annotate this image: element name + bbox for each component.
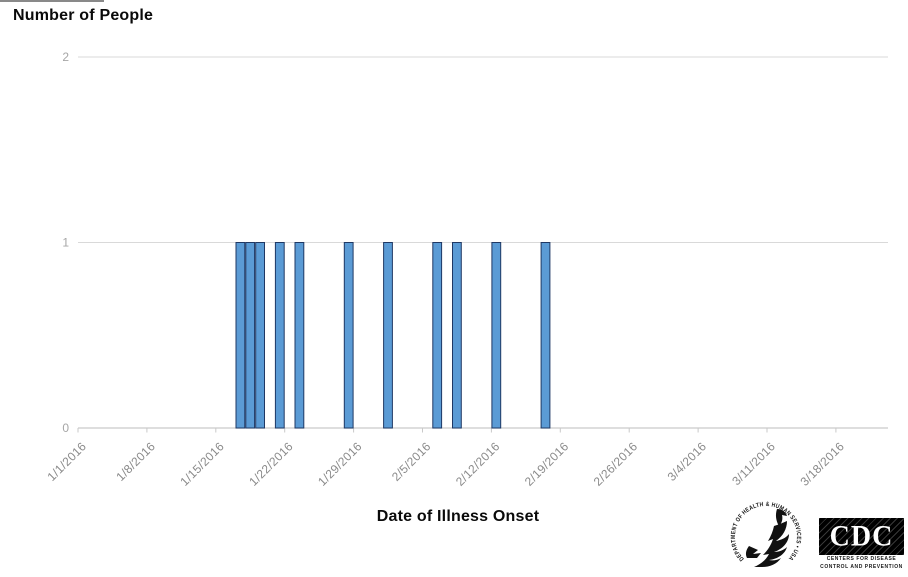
- bar[interactable]: [432, 242, 443, 429]
- x-tick-label: 3/11/2016: [729, 439, 778, 488]
- bar[interactable]: [255, 242, 265, 429]
- x-tick-label: 2/5/2016: [389, 439, 434, 484]
- y-axis-title: Number of People: [13, 7, 154, 24]
- x-axis-title: Date of Illness Onset: [376, 508, 540, 525]
- bar[interactable]: [294, 242, 305, 429]
- hhs-logo-svg: DEPARTMENT OF HEALTH & HUMAN SERVICES • …: [730, 501, 802, 567]
- bar[interactable]: [383, 242, 393, 429]
- cdc-acronym: CDC: [829, 519, 894, 553]
- bar[interactable]: [274, 242, 285, 429]
- cdc-logo: CDC CENTERS FOR DISEASE CONTROL AND PREV…: [819, 518, 904, 570]
- bar[interactable]: [235, 242, 246, 429]
- x-tick-label: 2/26/2016: [591, 439, 641, 489]
- x-tick-label: 1/29/2016: [315, 439, 365, 489]
- x-tick-label: 1/22/2016: [246, 439, 296, 489]
- x-tick-label: 1/1/2016: [44, 439, 89, 484]
- cdc-tagline-line2: CONTROL AND PREVENTION: [820, 563, 903, 570]
- y-tick-label: 2: [62, 50, 69, 64]
- hhs-logo: DEPARTMENT OF HEALTH & HUMAN SERVICES • …: [725, 496, 807, 577]
- window-edge-artifact: [0, 0, 104, 2]
- x-tick-label: 1/8/2016: [113, 439, 158, 484]
- cdc-logo-box: CDC: [819, 518, 904, 555]
- bar[interactable]: [491, 242, 502, 429]
- bar[interactable]: [452, 242, 462, 429]
- bar[interactable]: [343, 242, 354, 429]
- x-tick-label: 1/15/2016: [177, 439, 227, 489]
- x-tick-label: 2/19/2016: [522, 439, 572, 489]
- hhs-eagle-icon: [745, 509, 789, 567]
- y-tick-label: 1: [62, 236, 69, 250]
- bar[interactable]: [540, 242, 551, 429]
- cdc-tagline-line1: CENTERS FOR DISEASE: [826, 556, 897, 562]
- x-tick-label: 3/18/2016: [797, 439, 847, 489]
- x-tick-label: 2/12/2016: [453, 439, 503, 489]
- y-tick-label: 0: [62, 421, 69, 435]
- x-tick-label: 3/4/2016: [665, 439, 710, 484]
- bar[interactable]: [245, 242, 256, 429]
